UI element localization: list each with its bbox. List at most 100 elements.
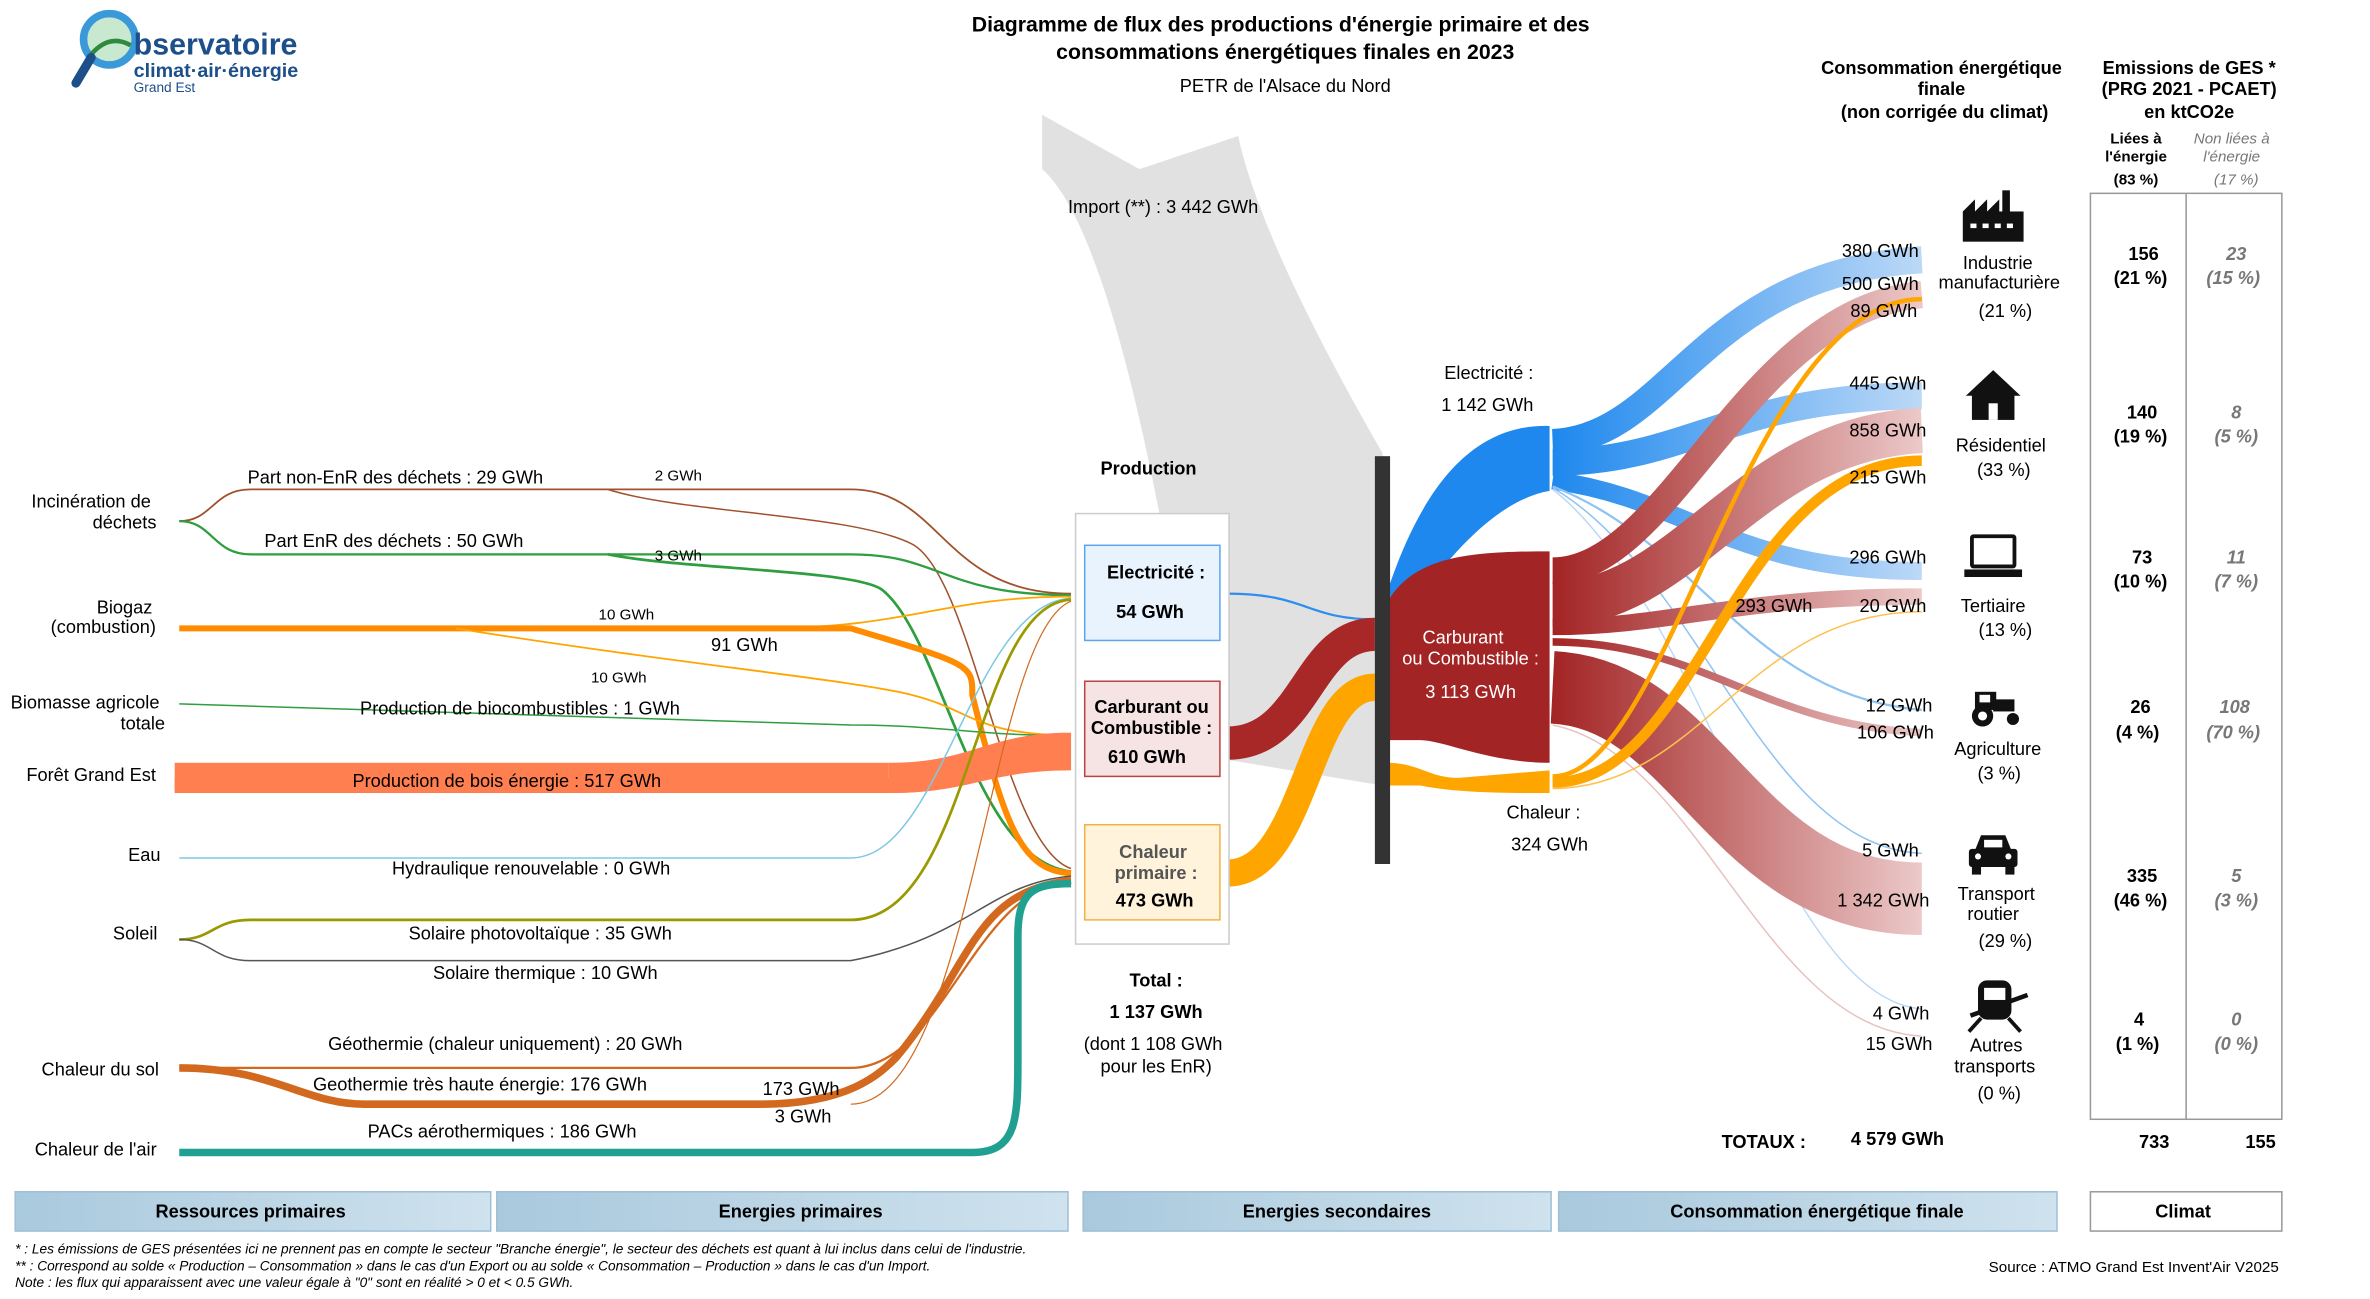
sector-industrie-share: (21 %)	[1979, 301, 2033, 321]
label-geo-chal: Géothermie (chaleur uniquement) : 20 GWh	[328, 1034, 682, 1054]
train-icon	[1967, 980, 2029, 1033]
footnote-1: * : Les émissions de GES présentées ici …	[15, 1242, 1026, 1257]
ges-ter-lie-pct: (10 %)	[2114, 572, 2168, 592]
val-ter-elec: 296 GWh	[1849, 547, 1926, 567]
val-aut-elec: 4 GWh	[1873, 1004, 1930, 1024]
val-ind-carb: 500 GWh	[1842, 274, 1919, 294]
flow-biogaz-chal	[179, 625, 1072, 877]
footer-bands: Ressources primaires Energies primaires …	[14, 1191, 2283, 1232]
flow-dechets-non-enr-b	[607, 488, 1072, 870]
conso-header-l2: finale	[1918, 79, 1966, 99]
footnotes: * : Les émissions de GES présentées ici …	[15, 1242, 1026, 1290]
sector-tertiaire-share: (13 %)	[1979, 620, 2033, 640]
sector-residentiel: Résidentiel	[1956, 436, 2046, 456]
source-biogaz-l2: (combustion)	[51, 617, 156, 637]
sector-industrie-l2: manufacturière	[1939, 273, 2060, 293]
flow-prod-carb	[1226, 617, 1377, 760]
ges-values: 156 (21 %) 23 (15 %) 140 (19 %) 8 (5 %) …	[2114, 244, 2276, 1152]
flow-pac	[179, 879, 1072, 1157]
tractor-icon	[1971, 691, 2020, 727]
ges-header-l3: en ktCO2e	[2144, 102, 2234, 122]
band-ressources	[14, 1191, 492, 1232]
source-credit: Source : ATMO Grand Est Invent'Air V2025	[1989, 1259, 2279, 1276]
sec-elec-shape	[1385, 425, 1550, 597]
band-consommation-label: Consommation énergétique finale	[1670, 1202, 1963, 1222]
source-dechets-l1: Incinération de	[31, 492, 150, 512]
val-ter-chal: 20 GWh	[1860, 596, 1927, 616]
flow-hydro	[179, 597, 1072, 859]
band-climat-label: Climat	[2155, 1202, 2211, 1222]
sec-carb-label-l1: Carburant	[1422, 628, 1503, 648]
primary-flows	[174, 488, 1377, 1157]
prod-carb-value: 610 GWh	[1108, 747, 1186, 767]
label-biogaz-elec: 10 GWh	[599, 606, 655, 623]
production-block: Production Electricité : 54 GWh Carburan…	[1074, 458, 1230, 1076]
ges-aut-lie-pct: (1 %)	[2116, 1034, 2160, 1054]
flow-chal-industrie	[1552, 296, 1922, 779]
totals-label: TOTAUX :	[1722, 1132, 1806, 1152]
val-aut-carb: 15 GWh	[1866, 1034, 1933, 1054]
band-energies-secondaires-label: Energies secondaires	[1243, 1202, 1431, 1222]
prod-carb-label-l2: Combustible :	[1091, 718, 1212, 738]
title-block: Diagramme de flux des productions d'éner…	[972, 14, 1590, 96]
laptop-icon	[1964, 534, 2023, 578]
ges-total-non: 155	[2245, 1132, 2275, 1152]
source-dechets-l2: déchets	[93, 513, 157, 533]
prod-total-label: Total :	[1129, 970, 1182, 990]
val-agr-carb: 106 GWh	[1857, 723, 1934, 743]
prod-elec-value: 54 GWh	[1116, 602, 1184, 622]
prod-elec-box	[1083, 544, 1221, 642]
val-tra-elec: 5 GWh	[1862, 840, 1919, 860]
sector-agriculture: Agriculture	[1954, 739, 2041, 759]
consumption-header: Consommation énergétique finale (non cor…	[1821, 58, 2062, 122]
label-geo-the-elec: 3 GWh	[775, 1106, 832, 1126]
sector-values: 380 GWh 500 GWh 89 GWh 445 GWh 858 GWh 2…	[1735, 241, 1933, 1054]
ges-col-non-l2: l'énergie	[2203, 149, 2260, 166]
label-part-enr: Part EnR des déchets : 50 GWh	[264, 531, 523, 551]
prod-chal-label-l1: Chaleur	[1119, 842, 1187, 862]
prod-elec-label: Electricité :	[1107, 563, 1205, 583]
flow-carb-transport	[1549, 651, 1923, 935]
flow-geo-the-elec	[850, 600, 1072, 1105]
ges-ter-lie: 73	[2132, 547, 2152, 567]
ges-tra-non-pct: (3 %)	[2215, 890, 2259, 910]
sec-elec-label: Electricité :	[1444, 363, 1533, 383]
import-label: Import (**) : 3 442 GWh	[1068, 197, 1258, 217]
ges-ind-non-pct: (15 %)	[2206, 268, 2260, 288]
footnote-3: Note : les flux qui apparaissent avec un…	[15, 1275, 573, 1290]
conso-header-l3: (non corrigée du climat)	[1841, 102, 2048, 122]
production-title: Production	[1100, 458, 1196, 478]
source-biomasse-l1: Biomasse agricole	[11, 692, 160, 712]
val-agr-elec: 12 GWh	[1866, 695, 1933, 715]
sector-transport-share: (29 %)	[1979, 931, 2033, 951]
label-hydro: Hydraulique renouvelable : 0 GWh	[392, 859, 670, 879]
flow-dechets-enr-b	[607, 553, 1072, 873]
sector-autres-l1: Autres	[1970, 1035, 2023, 1055]
secondary-block: Electricité : 1 142 GWh Carburant ou Com…	[1374, 363, 1588, 865]
label-non-enr-elec: 2 GWh	[655, 467, 702, 484]
ges-ind-lie-pct: (21 %)	[2114, 268, 2168, 288]
sec-chal-shape	[1385, 762, 1550, 794]
sec-chal-label: Chaleur :	[1507, 803, 1581, 823]
band-ressources-label: Ressources primaires	[156, 1202, 346, 1222]
sec-carb-value: 3 113 GWh	[1425, 682, 1516, 702]
prod-carb-label-l1: Carburant ou	[1094, 697, 1208, 717]
logo-line1: bservatoire	[134, 28, 298, 61]
flow-carb-tertiaire	[1552, 588, 1922, 636]
source-eau: Eau	[128, 845, 160, 865]
sector-agriculture-share: (3 %)	[1978, 763, 2022, 783]
sector-transport-l1: Transport	[1958, 884, 2035, 904]
label-pv: Solaire photovoltaïque : 35 GWh	[409, 924, 672, 944]
sector-transport-l2: routier	[1967, 904, 2019, 924]
label-pac: PACs aérothermiques : 186 GWh	[368, 1121, 637, 1141]
sectors: Industrie manufacturière (21 %) Résident…	[1939, 190, 2060, 1104]
ges-ter-non: 11	[2227, 547, 2246, 567]
flow-dechets-non-enr	[179, 488, 1072, 595]
ges-res-lie-pct: (19 %)	[2114, 427, 2168, 447]
flow-prod-elec	[1227, 592, 1375, 621]
ges-col-lie-pct: (83 %)	[2114, 171, 2159, 188]
label-thermique: Solaire thermique : 10 GWh	[433, 963, 658, 983]
ges-col-non-pct: (17 %)	[2214, 171, 2259, 188]
label-part-non-enr: Part non-EnR des déchets : 29 GWh	[248, 467, 544, 487]
